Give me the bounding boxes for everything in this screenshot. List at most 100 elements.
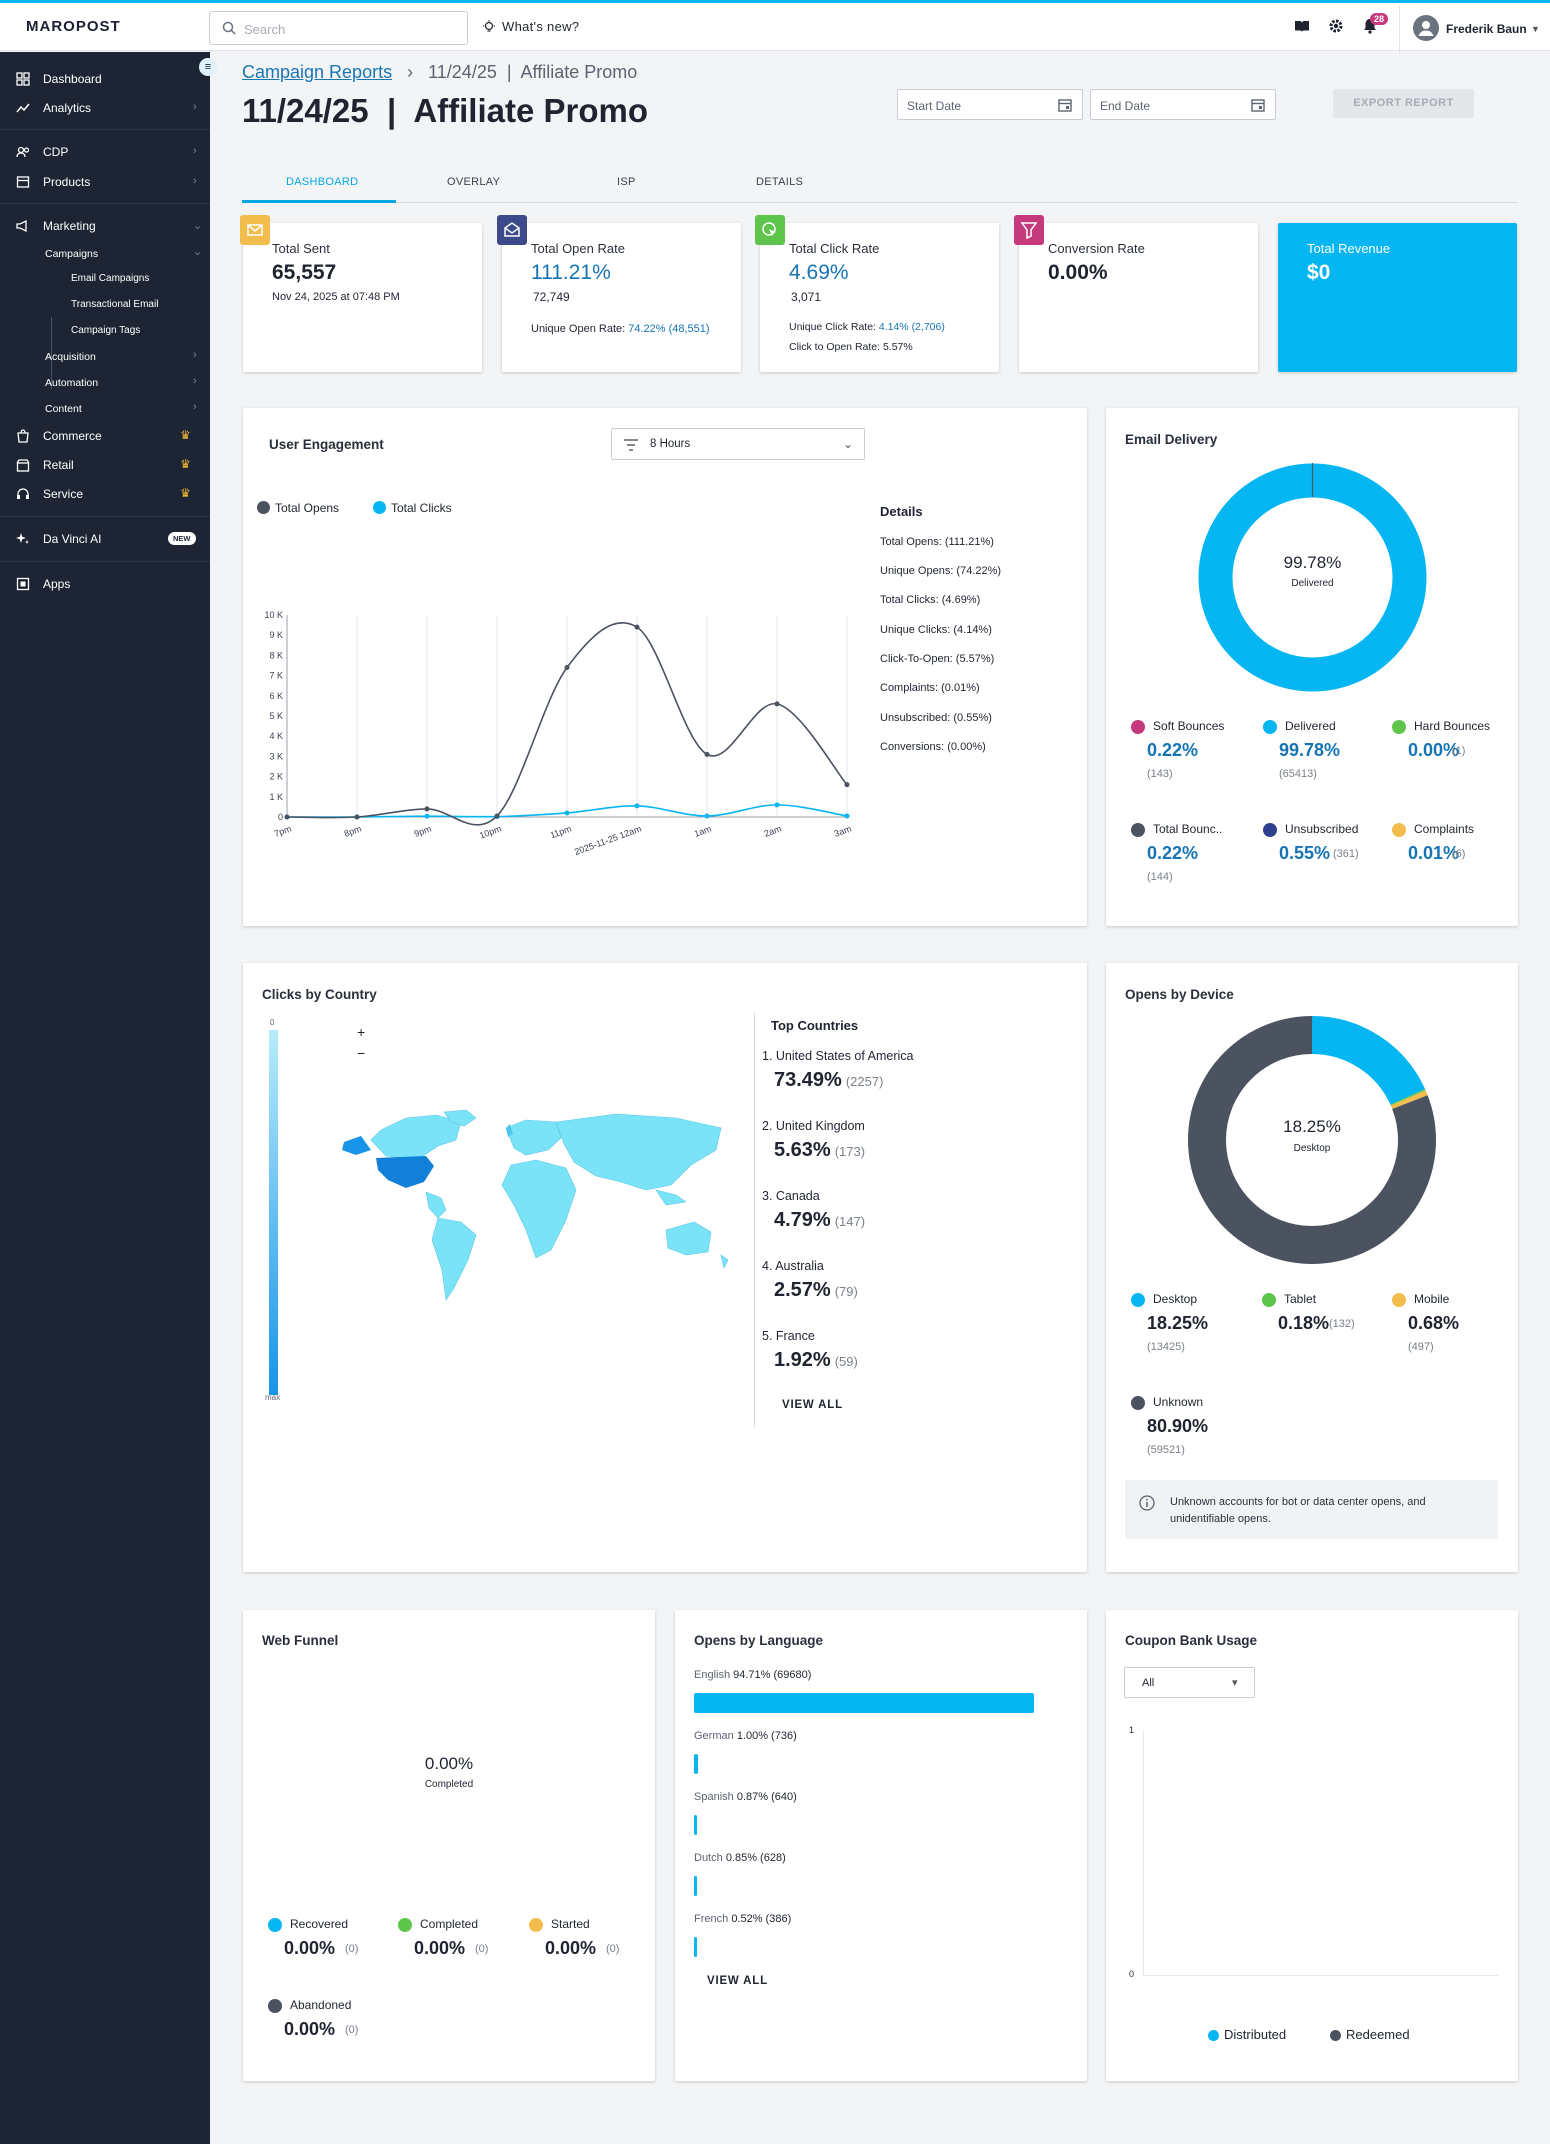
y-tick-label: 7 K bbox=[269, 671, 283, 681]
sidebar-sub-transactional-email[interactable]: Transactional Email bbox=[71, 299, 159, 310]
scale-min-label: 0 bbox=[270, 1018, 275, 1027]
stat-value: 0.18% bbox=[1278, 1313, 1330, 1333]
filter-icon bbox=[624, 439, 638, 451]
click-cursor-icon bbox=[755, 215, 785, 245]
stat-count: (132) bbox=[1329, 1318, 1355, 1330]
sidebar-divider bbox=[0, 203, 210, 204]
legend-distributed[interactable]: Distributed bbox=[1208, 2027, 1286, 2042]
data-point bbox=[564, 665, 570, 671]
data-point bbox=[634, 803, 640, 809]
calendar-icon[interactable] bbox=[1057, 97, 1073, 113]
legend-dot bbox=[373, 501, 386, 514]
sidebar-sub-content[interactable]: Content bbox=[45, 403, 82, 415]
country-name: 3. Canada bbox=[762, 1189, 820, 1203]
stat-value: 0.00% bbox=[414, 1938, 466, 1958]
sidebar-item-retail[interactable]: Retail ♛ bbox=[0, 453, 210, 477]
languages-view-all-link[interactable]: VIEW ALL bbox=[707, 1975, 768, 1987]
sidebar-sub-acquisition[interactable]: Acquisition bbox=[45, 351, 96, 363]
stat-label: Unknown bbox=[1153, 1395, 1204, 1409]
country-value: 1.92% (59) bbox=[774, 1349, 858, 1371]
data-point bbox=[424, 813, 430, 819]
legend-total-opens[interactable]: Total Opens bbox=[257, 501, 339, 515]
country-list-divider bbox=[754, 1013, 755, 1427]
calendar-icon[interactable] bbox=[1250, 97, 1266, 113]
coupon-filter-select[interactable]: All ▾ bbox=[1124, 1667, 1255, 1698]
sidebar-item-marketing[interactable]: Marketing ⌄ bbox=[0, 214, 210, 238]
x-tick-label: 2025-11-25 12am bbox=[573, 823, 643, 856]
start-date-input[interactable]: Start Date bbox=[897, 89, 1083, 120]
country-name: 4. Australia bbox=[762, 1259, 824, 1273]
sidebar-sub-email-campaigns[interactable]: Email Campaigns bbox=[71, 273, 150, 284]
sidebar-item-dashboard[interactable]: Dashboard bbox=[0, 67, 210, 91]
tab-details[interactable]: DETAILS bbox=[756, 176, 804, 188]
legend-dot bbox=[1263, 720, 1277, 734]
sidebar-item-apps[interactable]: Apps bbox=[0, 572, 210, 596]
legend-total-clicks[interactable]: Total Clicks bbox=[373, 501, 452, 515]
language-bar bbox=[694, 1754, 698, 1774]
stat-value: 0.00% bbox=[545, 1938, 597, 1958]
data-point bbox=[284, 814, 290, 820]
user-menu-caret-icon[interactable]: ▼ bbox=[1531, 24, 1540, 34]
stat-label: Hard Bounces bbox=[1414, 719, 1491, 733]
page-title: 11/24/25 | Affiliate Promo bbox=[242, 92, 649, 129]
kpi-label: Conversion Rate bbox=[1048, 241, 1145, 256]
analytics-icon bbox=[16, 103, 30, 113]
map-region-europe bbox=[505, 1119, 562, 1156]
sidebar-sub-automation[interactable]: Automation bbox=[45, 377, 99, 389]
x-tick-label: 9pm bbox=[413, 823, 433, 838]
language-label: Spanish 0.87% (640) bbox=[694, 1791, 797, 1803]
breadcrumb-link[interactable]: Campaign Reports bbox=[242, 62, 393, 82]
sidebar-sub-campaigns[interactable]: Campaigns bbox=[45, 248, 99, 260]
sidebar-collapse-button[interactable]: ≡ bbox=[199, 58, 217, 76]
top-countries-title: Top Countries bbox=[771, 1018, 859, 1033]
tab-overlay[interactable]: OVERLAY bbox=[447, 176, 501, 188]
export-report-button[interactable]: EXPORT REPORT bbox=[1333, 89, 1474, 118]
sidebar-item-cdp[interactable]: CDP › bbox=[0, 140, 210, 164]
kpi-total-sent: Total Sent 65,557 Nov 24, 2025 at 07:48 … bbox=[240, 215, 482, 372]
kpi-sent-date: Nov 24, 2025 at 07:48 PM bbox=[272, 291, 400, 303]
tab-dashboard[interactable]: DASHBOARD bbox=[286, 176, 359, 188]
sidebar-label: CDP bbox=[43, 145, 69, 159]
sidebar-item-da-vinci-ai[interactable]: Da Vinci AI NEW bbox=[0, 527, 210, 551]
legend-redeemed[interactable]: Redeemed bbox=[1330, 2027, 1410, 2042]
book-icon[interactable] bbox=[1294, 18, 1310, 34]
y-tick-label: 5 K bbox=[269, 711, 283, 721]
sidebar-item-products[interactable]: Products › bbox=[0, 170, 210, 194]
map-zoom-out-button[interactable]: − bbox=[357, 1045, 366, 1061]
time-range-select[interactable]: 8 Hours ⌄ bbox=[611, 428, 865, 460]
stat-label: Total Bounc.. bbox=[1153, 822, 1223, 836]
sidebar-sub-campaign-tags[interactable]: Campaign Tags bbox=[71, 325, 141, 336]
breadcrumb-current: 11/24/25 | Affiliate Promo bbox=[428, 62, 638, 82]
x-tick-label: 2am bbox=[763, 823, 783, 838]
sidebar-item-service[interactable]: Service ♛ bbox=[0, 482, 210, 506]
email-delivery-donut bbox=[1198, 463, 1427, 692]
countries-view-all-link[interactable]: VIEW ALL bbox=[782, 1399, 843, 1411]
clicks-by-country-card bbox=[243, 963, 1087, 1572]
sidebar-item-commerce[interactable]: Commerce ♛ bbox=[0, 424, 210, 448]
user-avatar[interactable] bbox=[1413, 15, 1439, 41]
kpi-value: 4.69% bbox=[789, 261, 849, 284]
language-bar bbox=[694, 1815, 698, 1835]
commerce-icon bbox=[17, 429, 29, 443]
maropost-logo[interactable]: MAROPOST bbox=[26, 18, 121, 35]
user-engagement-card bbox=[243, 408, 1087, 926]
sidebar-label: Marketing bbox=[43, 219, 96, 233]
whats-new-button[interactable]: What's new? bbox=[482, 19, 579, 34]
detail-item: Unique Opens: (74.22%) bbox=[880, 565, 1002, 577]
country-count: (2257) bbox=[845, 1074, 884, 1089]
gear-icon[interactable] bbox=[1328, 18, 1344, 34]
sidebar-item-analytics[interactable]: Analytics › bbox=[0, 96, 210, 120]
map-zoom-in-button[interactable]: + bbox=[357, 1024, 366, 1040]
stat-value: 18.25% bbox=[1147, 1313, 1209, 1333]
tab-isp[interactable]: ISP bbox=[617, 176, 636, 188]
stat-label: Soft Bounces bbox=[1153, 719, 1225, 733]
sidebar-label: Da Vinci AI bbox=[43, 532, 102, 546]
search-input[interactable]: Search bbox=[209, 11, 468, 45]
sidebar-label: Dashboard bbox=[43, 72, 102, 86]
language-pct: 0.85% (628) bbox=[725, 1852, 786, 1864]
detail-item: Complaints: (0.01%) bbox=[880, 682, 980, 694]
language-pct: 0.52% (386) bbox=[731, 1913, 792, 1925]
user-name[interactable]: Frederik Baun bbox=[1446, 22, 1527, 36]
end-date-input[interactable]: End Date bbox=[1090, 89, 1276, 120]
map-region-greenland bbox=[443, 1110, 477, 1127]
